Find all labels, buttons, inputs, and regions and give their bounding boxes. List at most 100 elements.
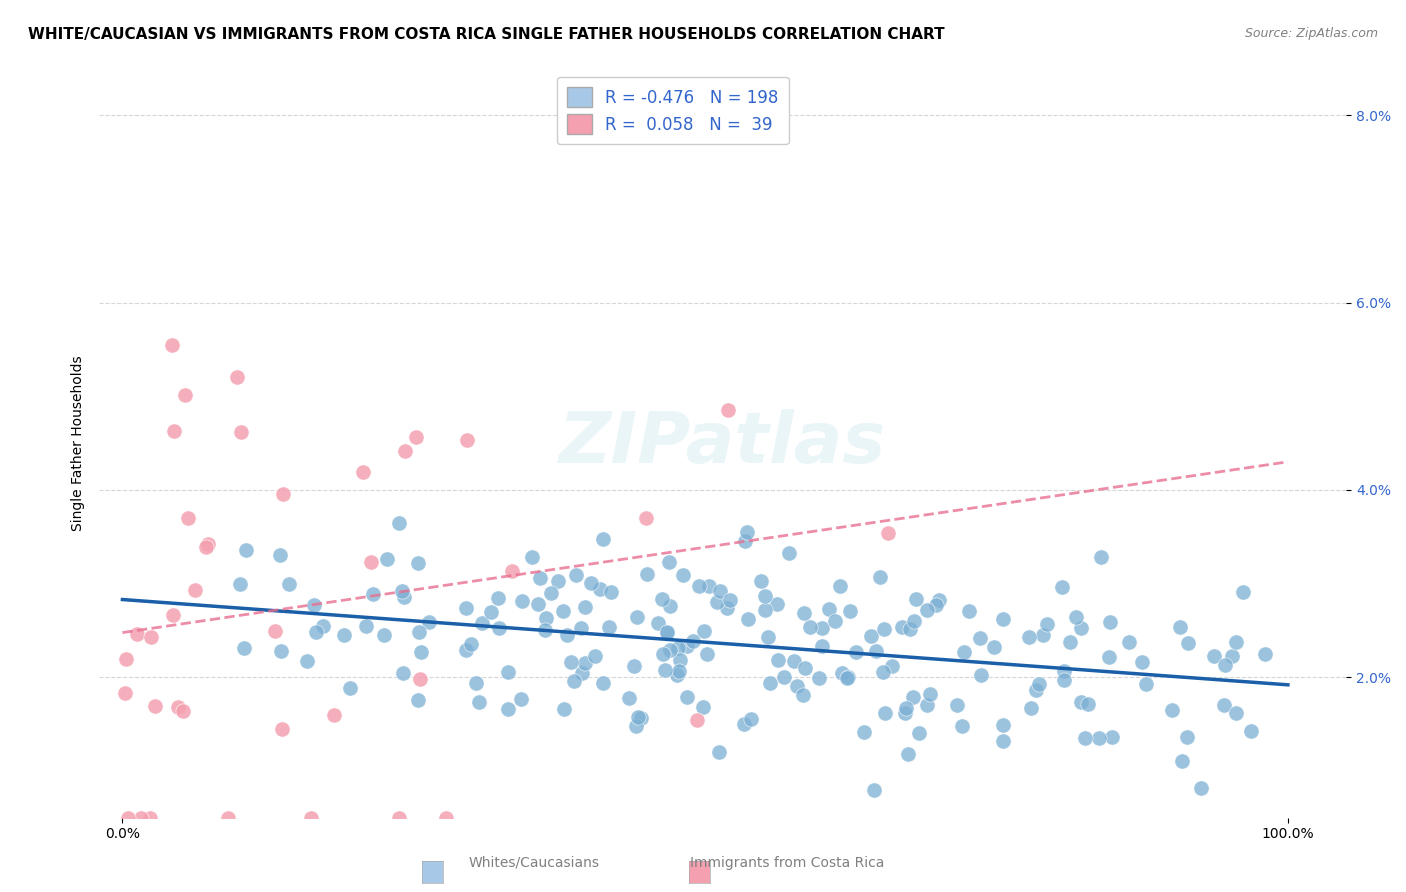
Point — [117, 811, 139, 825]
Point — [392, 666, 415, 681]
Point — [1254, 647, 1277, 661]
Point — [295, 654, 318, 668]
Point — [793, 606, 815, 620]
Point — [1032, 627, 1054, 641]
Point — [1070, 622, 1092, 636]
Point — [225, 370, 247, 384]
Point — [527, 597, 550, 611]
Point — [1052, 580, 1074, 594]
Point — [1225, 635, 1247, 649]
Point — [1077, 697, 1099, 711]
Point — [278, 577, 301, 591]
Point — [405, 430, 427, 444]
Point — [114, 686, 136, 700]
Point — [925, 598, 948, 612]
Point — [1018, 630, 1040, 644]
Point — [571, 666, 593, 681]
Point — [232, 640, 254, 655]
Point — [920, 687, 942, 701]
Point — [1053, 664, 1076, 678]
Point — [651, 591, 673, 606]
Point — [460, 637, 482, 651]
Point — [299, 811, 322, 825]
Point — [510, 692, 533, 706]
Point — [1175, 730, 1198, 744]
Point — [869, 570, 891, 584]
Point — [547, 574, 569, 589]
Point — [897, 747, 920, 762]
Point — [270, 723, 292, 737]
Point — [114, 652, 136, 666]
Point — [1087, 731, 1109, 745]
Point — [651, 647, 673, 661]
Point — [1070, 695, 1092, 709]
Point — [579, 576, 602, 591]
Point — [647, 616, 669, 631]
Point — [908, 725, 931, 739]
Point — [1025, 683, 1047, 698]
Point — [352, 465, 374, 479]
Point — [551, 604, 574, 618]
Point — [1213, 698, 1236, 712]
Point — [692, 699, 714, 714]
Point — [901, 690, 924, 704]
Point — [1028, 677, 1050, 691]
Text: Immigrants from Costa Rica: Immigrants from Costa Rica — [690, 855, 884, 870]
Point — [468, 695, 491, 709]
Point — [569, 621, 592, 635]
Point — [696, 647, 718, 661]
Point — [668, 664, 690, 678]
Point — [807, 671, 830, 685]
Point — [194, 540, 217, 554]
Point — [991, 717, 1014, 731]
Point — [229, 425, 252, 439]
Point — [969, 632, 991, 646]
Point — [488, 621, 510, 635]
Point — [658, 554, 681, 568]
Point — [540, 585, 562, 599]
Point — [1168, 620, 1191, 634]
Point — [903, 614, 925, 628]
Point — [657, 625, 679, 640]
Point — [1220, 648, 1243, 663]
Point — [470, 616, 492, 631]
Point — [360, 555, 382, 569]
Point — [665, 668, 688, 682]
Point — [824, 614, 846, 628]
Point — [946, 698, 969, 712]
Point — [686, 714, 709, 728]
Point — [1232, 584, 1254, 599]
Point — [928, 593, 950, 607]
Point — [536, 611, 558, 625]
Point — [456, 601, 478, 615]
Point — [529, 571, 551, 585]
Point — [139, 630, 162, 644]
Legend: R = -0.476   N = 198, R =  0.058   N =  39: R = -0.476 N = 198, R = 0.058 N = 39 — [557, 77, 789, 145]
Point — [139, 811, 162, 825]
Text: Whites/Caucasians: Whites/Caucasians — [468, 855, 600, 870]
Point — [229, 576, 252, 591]
Point — [408, 693, 430, 707]
Point — [496, 702, 519, 716]
Point — [915, 698, 938, 712]
Point — [408, 624, 430, 639]
Point — [734, 534, 756, 549]
Point — [636, 567, 658, 582]
Point — [875, 706, 897, 720]
Point — [391, 583, 413, 598]
Point — [793, 661, 815, 675]
Point — [675, 639, 697, 653]
Point — [792, 688, 814, 702]
Y-axis label: Single Father Households: Single Father Households — [72, 355, 86, 531]
Point — [627, 710, 650, 724]
Point — [564, 568, 586, 582]
Point — [811, 621, 834, 635]
Point — [235, 543, 257, 558]
Point — [969, 668, 991, 682]
Point — [173, 388, 195, 402]
Point — [555, 627, 578, 641]
Point — [837, 670, 859, 684]
Point — [1090, 549, 1112, 564]
Point — [783, 654, 806, 668]
Point — [830, 578, 852, 592]
